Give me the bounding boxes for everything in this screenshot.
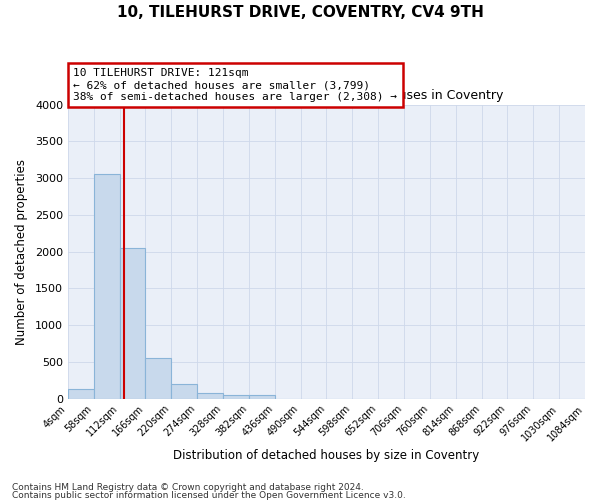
Text: Contains HM Land Registry data © Crown copyright and database right 2024.: Contains HM Land Registry data © Crown c… bbox=[12, 483, 364, 492]
Bar bbox=[172, 384, 197, 398]
Bar bbox=[94, 174, 119, 398]
Bar bbox=[249, 395, 275, 398]
Bar bbox=[197, 393, 223, 398]
X-axis label: Distribution of detached houses by size in Coventry: Distribution of detached houses by size … bbox=[173, 450, 479, 462]
Text: 10, TILEHURST DRIVE, COVENTRY, CV4 9TH: 10, TILEHURST DRIVE, COVENTRY, CV4 9TH bbox=[116, 5, 484, 20]
Text: Contains public sector information licensed under the Open Government Licence v3: Contains public sector information licen… bbox=[12, 490, 406, 500]
Title: Size of property relative to detached houses in Coventry: Size of property relative to detached ho… bbox=[149, 89, 503, 102]
Bar bbox=[119, 248, 145, 398]
Bar bbox=[223, 395, 249, 398]
Text: 10 TILEHURST DRIVE: 121sqm
← 62% of detached houses are smaller (3,799)
38% of s: 10 TILEHURST DRIVE: 121sqm ← 62% of deta… bbox=[73, 68, 397, 102]
Bar bbox=[145, 358, 172, 399]
Y-axis label: Number of detached properties: Number of detached properties bbox=[15, 158, 28, 344]
Bar bbox=[68, 389, 94, 398]
